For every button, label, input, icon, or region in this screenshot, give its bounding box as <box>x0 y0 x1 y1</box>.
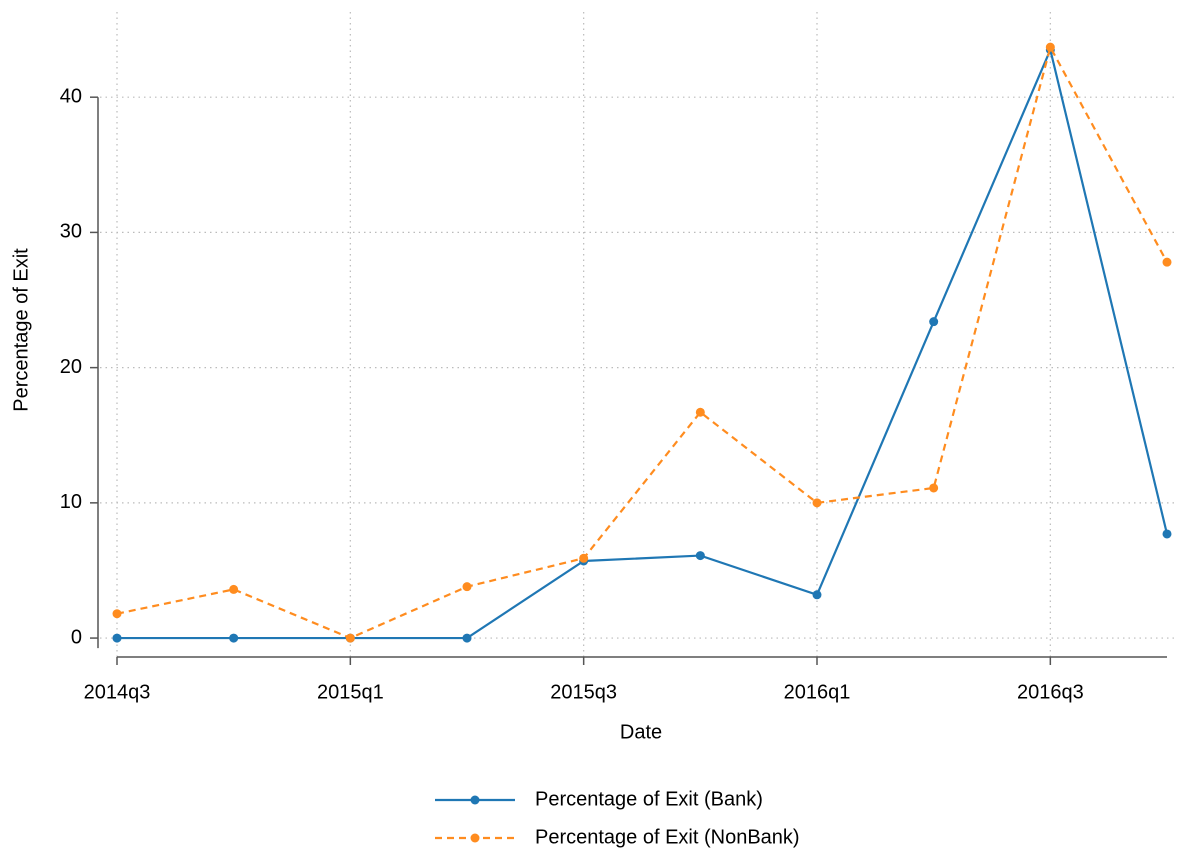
data-point <box>695 551 705 561</box>
data-point <box>812 590 822 600</box>
data-point <box>229 584 239 594</box>
series-line <box>116 44 1168 640</box>
y-tick-label: 20 <box>60 356 82 378</box>
x-axis-title: Date <box>620 721 662 743</box>
data-point <box>695 407 705 417</box>
y-tick-label: 30 <box>60 221 82 243</box>
data-point <box>1045 42 1055 52</box>
series-line <box>117 46 1169 640</box>
data-point <box>1162 257 1172 267</box>
y-tick-label: 10 <box>60 491 82 513</box>
data-point <box>929 483 939 493</box>
legend-marker <box>470 833 480 843</box>
data-point <box>579 553 589 563</box>
data-point <box>812 498 822 508</box>
data-point <box>462 582 472 592</box>
x-tick-label: 2014q3 <box>84 681 151 703</box>
y-tick-label: 0 <box>71 626 82 648</box>
data-point <box>1162 529 1172 539</box>
data-point <box>345 633 355 643</box>
legend-marker <box>470 795 480 805</box>
x-tick-label: 2015q1 <box>317 681 384 703</box>
y-axis-title: Percentage of Exit <box>10 248 32 412</box>
x-tick-label: 2015q3 <box>550 681 617 703</box>
y-tick-label: 40 <box>60 85 82 107</box>
legend-label: Percentage of Exit (Bank) <box>535 788 763 810</box>
x-tick-label: 2016q3 <box>1017 681 1084 703</box>
legend-label: Percentage of Exit (NonBank) <box>535 826 800 848</box>
data-point <box>112 609 122 619</box>
data-point <box>112 633 122 643</box>
data-point <box>929 317 939 327</box>
data-point <box>462 633 472 643</box>
x-tick-label: 2016q1 <box>784 681 851 703</box>
data-point <box>229 633 239 643</box>
